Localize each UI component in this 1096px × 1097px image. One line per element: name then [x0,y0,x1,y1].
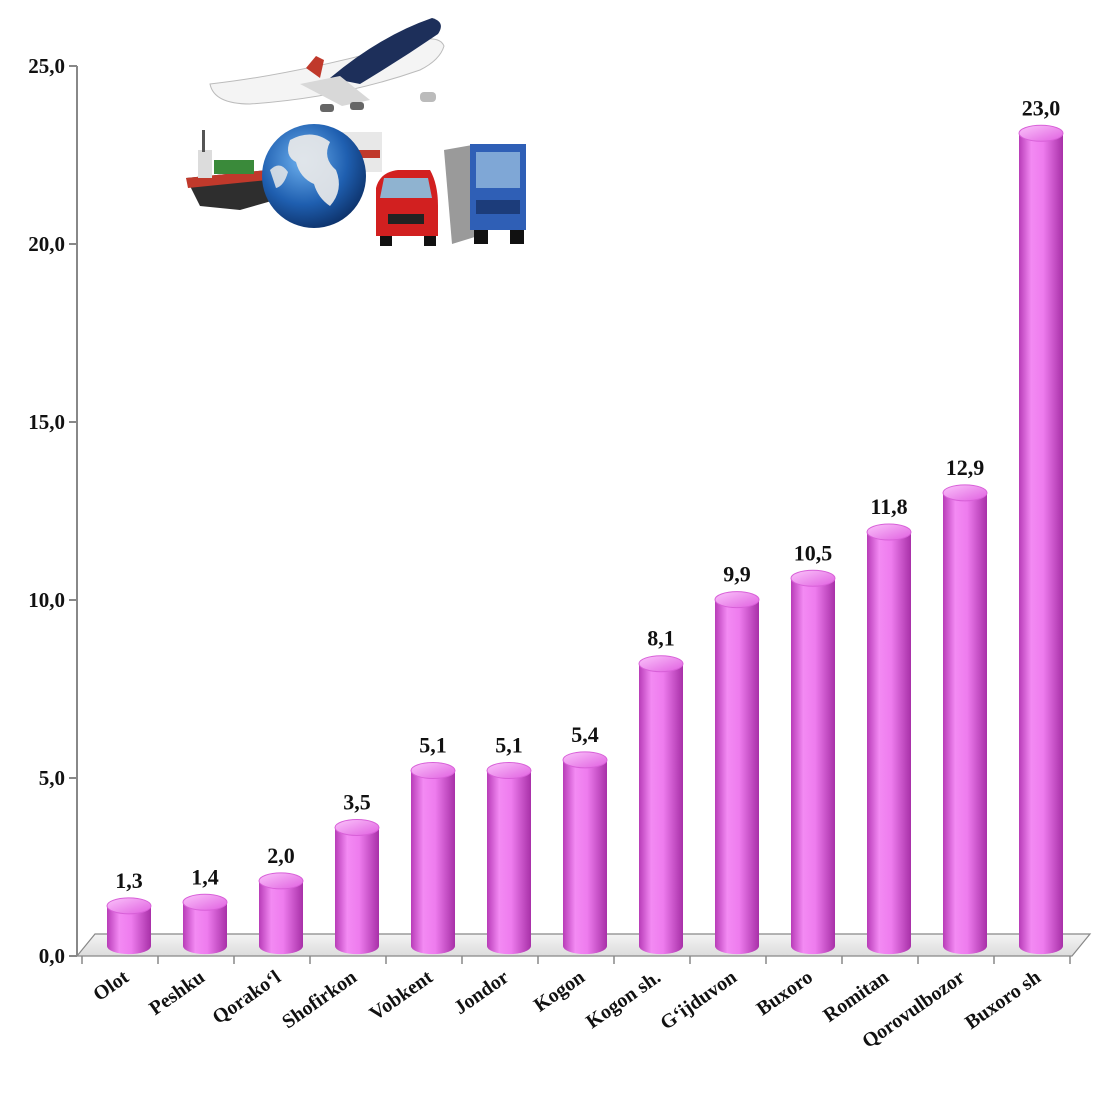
data-label: 5,1 [419,733,447,758]
category-label: G‘ijduvon [656,966,741,1034]
bar-buxorosh [1019,133,1063,955]
bar-peshku [183,902,227,955]
y-tick-label: 5,0 [39,766,65,790]
bar-top [562,751,608,769]
category-label: Jondor [450,966,513,1019]
y-tick-label: 20,0 [28,232,65,256]
bar-top [106,897,152,915]
category-label: Kogon sh. [582,966,665,1033]
axes: 0,0 5,0 10,0 15,0 20,0 25,0 [28,54,1071,968]
data-label: 23,0 [1022,95,1061,120]
bars [106,124,1064,955]
bar-qorakol [259,880,303,955]
bar-buxoro [791,578,835,955]
y-tick-label: 0,0 [39,944,65,968]
bar-olot [107,905,151,955]
data-label: 2,0 [267,843,295,868]
bar-shofirkon [335,827,379,955]
bar-top [1018,124,1064,142]
bar-top [410,762,456,780]
data-label: 11,8 [870,494,907,519]
bar-jondor [487,770,531,955]
bar-top [714,591,760,609]
data-label: 8,1 [647,626,675,651]
data-labels: 1,3 1,4 2,0 3,5 5,1 5,1 5,4 8,1 9,9 10,5 11,8 12,9 2… [115,95,1060,893]
bar-top [334,819,380,836]
bar-gijduvon [715,599,759,955]
bar-kogon [563,759,607,955]
category-label: Buxoro sh [961,966,1045,1034]
globe-icon [262,124,366,228]
data-label: 1,4 [191,864,219,889]
data-label: 3,5 [343,790,371,815]
transport-illustration [186,18,526,246]
data-label: 1,3 [115,868,143,893]
category-label: Kogon [530,966,589,1017]
bar-top [258,872,304,890]
data-label: 10,5 [794,540,833,565]
bar-top [638,655,684,673]
bar-top [942,484,988,502]
bar-kogonsh [639,663,683,955]
data-label: 5,1 [495,733,523,758]
airplane-icon [209,18,445,112]
bar-qorovulbozor [943,492,987,955]
y-tick-label: 25,0 [28,54,65,78]
van-icon [376,170,438,246]
category-label: Qorako‘l [209,966,286,1029]
category-label: Olot [89,966,133,1006]
bar-top [182,893,228,911]
data-label: 12,9 [946,455,985,480]
bar-top [790,569,836,587]
category-label: Shofirkon [278,966,361,1033]
category-label: Buxoro [753,966,817,1020]
bar-romitan [867,532,911,955]
category-label: Peshku [145,966,209,1020]
category-label: Vobkent [366,966,437,1025]
data-label: 5,4 [571,722,599,747]
bar-vobkent [411,770,455,955]
y-tick-label: 15,0 [28,410,65,434]
bar-top [486,762,532,780]
truck-icon [444,144,526,244]
data-label: 9,9 [723,562,751,587]
y-tick-label: 10,0 [28,588,65,612]
bar-top [866,523,912,541]
